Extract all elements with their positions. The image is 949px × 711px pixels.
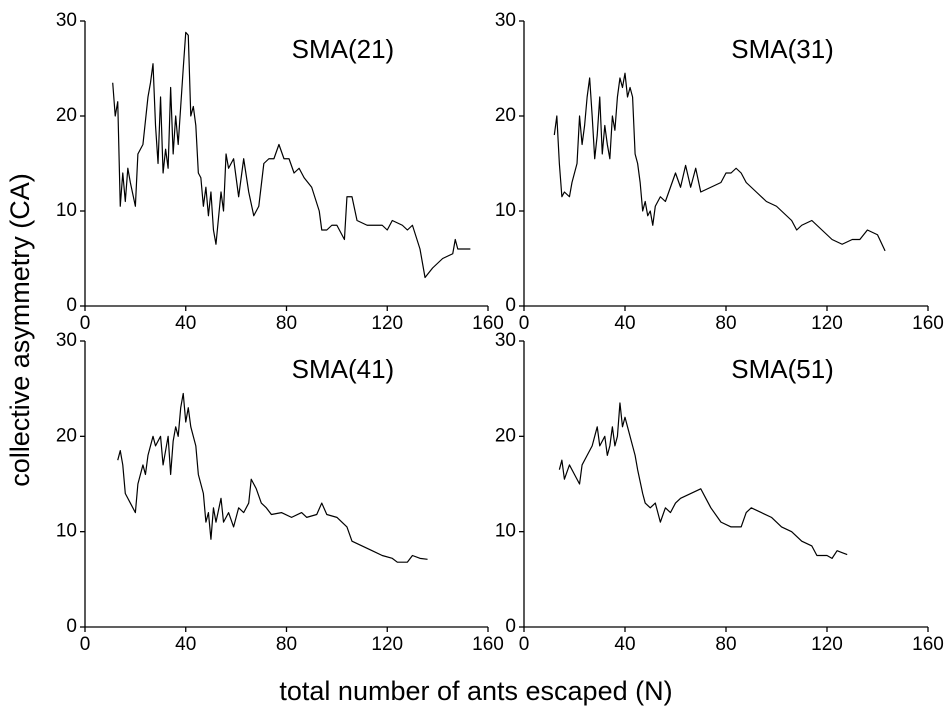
panel-title: SMA(31) [731, 34, 834, 64]
data-line [558, 402, 848, 559]
panel-title: SMA(51) [731, 354, 834, 384]
data-line [112, 31, 471, 279]
y-tick-label: 30 [495, 330, 516, 351]
x-axis-label: total number of ants escaped (N) [279, 676, 672, 706]
y-tick-label: 30 [56, 330, 77, 351]
x-tick-label: 40 [175, 313, 196, 334]
x-tick-label: 80 [715, 634, 736, 655]
data-line [117, 392, 428, 563]
x-tick-label: 120 [811, 313, 843, 334]
x-tick-label: 120 [811, 634, 843, 655]
y-tick-label: 20 [56, 425, 77, 446]
y-tick-label: 0 [66, 295, 77, 316]
x-tick-label: 0 [519, 634, 530, 655]
x-tick-label: 120 [371, 634, 403, 655]
panel-title: SMA(21) [292, 34, 395, 64]
x-tick-label: 0 [80, 634, 91, 655]
y-tick-label: 20 [495, 105, 516, 126]
y-tick-label: 0 [66, 616, 77, 637]
y-tick-label: 0 [505, 616, 516, 637]
y-tick-label: 30 [495, 10, 516, 31]
y-tick-label: 30 [56, 10, 77, 31]
y-axis-label: collective asymmetry (CA) [5, 173, 35, 487]
panel-title: SMA(41) [292, 354, 395, 384]
x-tick-label: 40 [614, 313, 635, 334]
x-tick-label: 0 [80, 313, 91, 334]
x-tick-label: 80 [276, 313, 297, 334]
x-tick-label: 40 [614, 634, 635, 655]
y-tick-label: 10 [495, 521, 516, 542]
x-tick-label: 80 [715, 313, 736, 334]
x-tick-label: 160 [912, 313, 944, 334]
y-tick-label: 0 [505, 295, 516, 316]
y-tick-label: 10 [495, 200, 516, 221]
x-tick-label: 40 [175, 634, 196, 655]
y-tick-label: 10 [56, 521, 77, 542]
y-tick-label: 10 [56, 200, 77, 221]
x-tick-label: 120 [371, 313, 403, 334]
y-tick-label: 20 [56, 105, 77, 126]
x-tick-label: 160 [472, 313, 504, 334]
data-line [553, 72, 886, 252]
x-tick-label: 160 [472, 634, 504, 655]
x-tick-label: 0 [519, 313, 530, 334]
y-tick-label: 20 [495, 425, 516, 446]
x-tick-label: 80 [276, 634, 297, 655]
x-tick-label: 160 [912, 634, 944, 655]
